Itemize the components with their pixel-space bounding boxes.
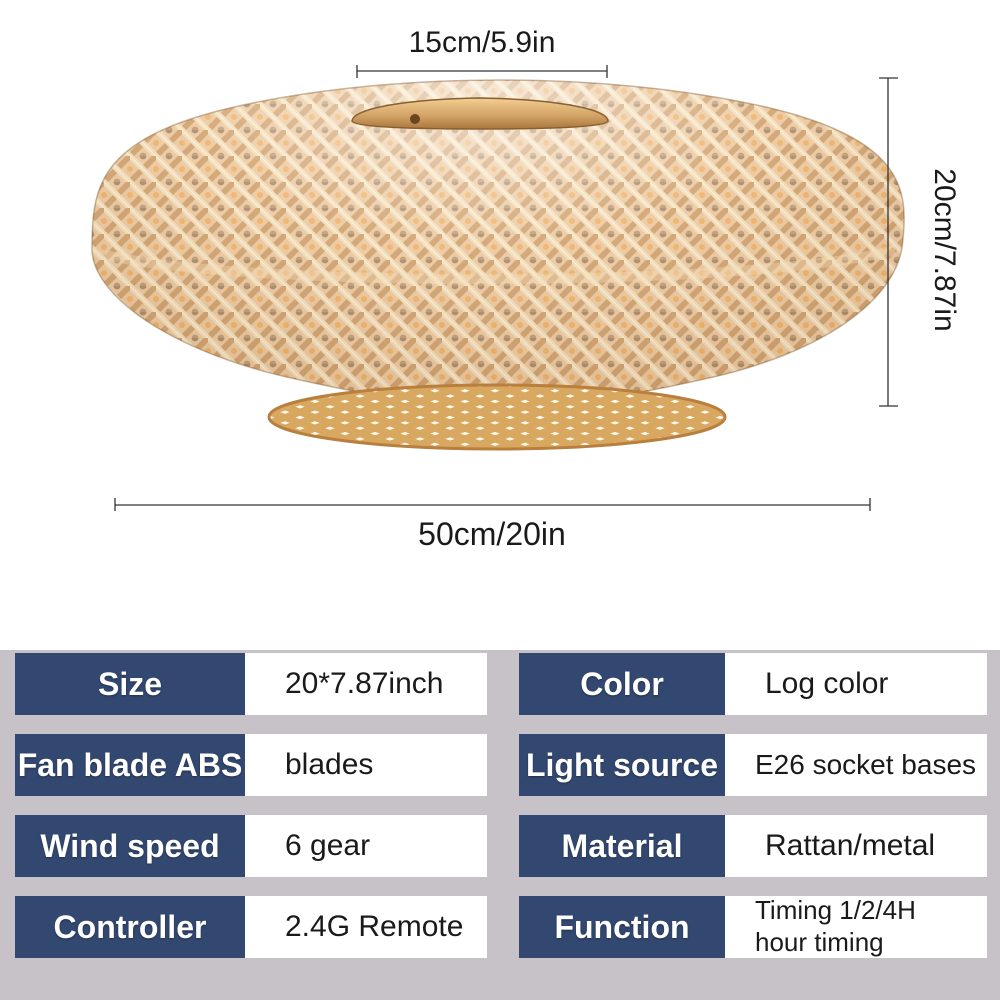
svg-text:20cm/7.87in: 20cm/7.87in bbox=[928, 168, 961, 331]
svg-text:50cm/20in: 50cm/20in bbox=[418, 516, 566, 552]
svg-text:15cm/5.9in: 15cm/5.9in bbox=[409, 26, 556, 59]
